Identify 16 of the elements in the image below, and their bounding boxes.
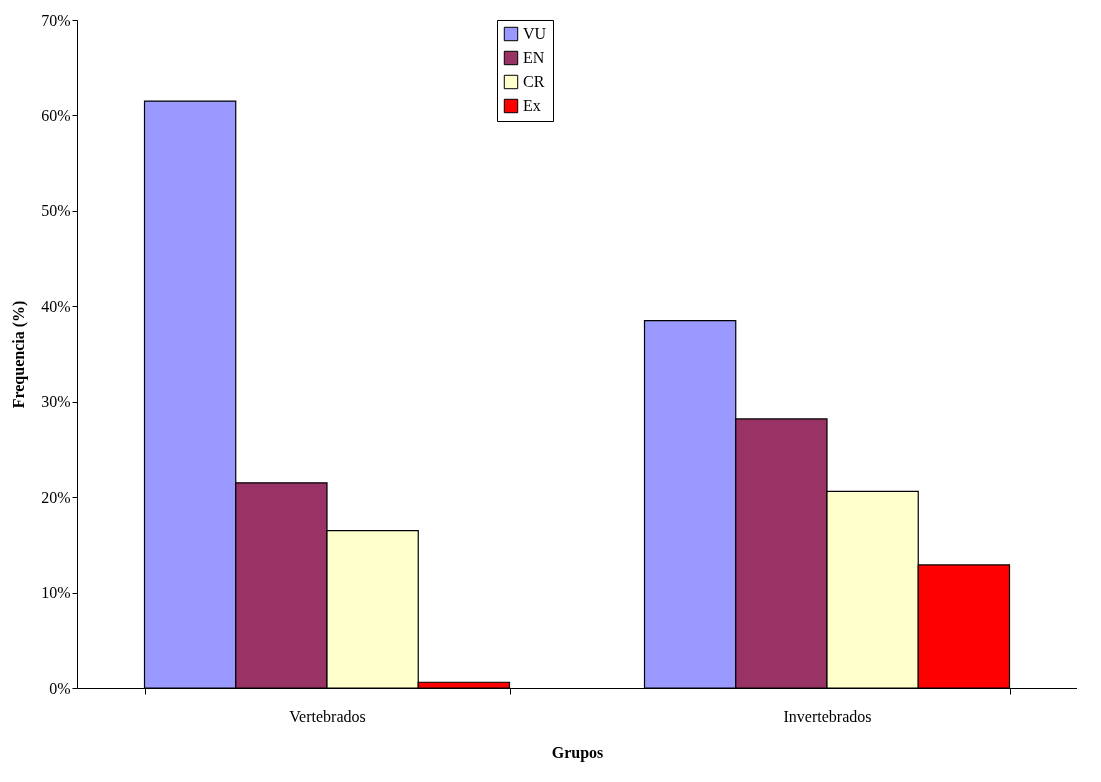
y-tick-label: 70%	[41, 11, 71, 29]
y-tick-label: 40%	[41, 297, 71, 315]
y-tick-label: 20%	[41, 488, 71, 506]
y-tick-label: 0%	[49, 679, 71, 697]
x-tick-label: Invertebrados	[783, 707, 872, 725]
legend-label: CR	[523, 73, 545, 90]
y-tick-label: 30%	[41, 393, 71, 411]
x-axis-title: Grupos	[551, 743, 604, 762]
legend-label: Ex	[523, 97, 541, 114]
legend-label: VU	[523, 25, 547, 42]
y-tick-label: 50%	[41, 202, 71, 220]
x-tick-label: Vertebrados	[289, 707, 366, 725]
legend-label: EN	[523, 49, 545, 66]
y-tick-label: 60%	[41, 106, 71, 124]
y-tick-label: 10%	[41, 584, 71, 602]
y-axis-title: Frequencia (%)	[10, 300, 29, 409]
